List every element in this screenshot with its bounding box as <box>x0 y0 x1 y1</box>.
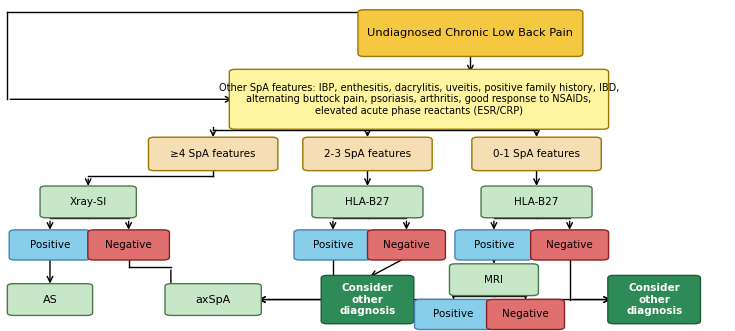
Text: HLA-B27: HLA-B27 <box>514 197 559 207</box>
FancyBboxPatch shape <box>450 264 538 296</box>
Text: HLA-B27: HLA-B27 <box>345 197 390 207</box>
Text: MRI: MRI <box>484 275 503 285</box>
FancyBboxPatch shape <box>229 69 609 129</box>
Text: Negative: Negative <box>546 240 593 250</box>
FancyBboxPatch shape <box>303 137 432 171</box>
FancyBboxPatch shape <box>321 275 414 324</box>
Text: Negative: Negative <box>383 240 430 250</box>
Text: Consider
other
diagnosis: Consider other diagnosis <box>340 283 395 316</box>
FancyBboxPatch shape <box>148 137 278 171</box>
FancyBboxPatch shape <box>415 299 492 330</box>
Text: axSpA: axSpA <box>196 295 231 305</box>
Text: Xray-SI: Xray-SI <box>70 197 107 207</box>
FancyBboxPatch shape <box>312 186 423 218</box>
Text: 0-1 SpA features: 0-1 SpA features <box>493 149 580 159</box>
Text: Positive: Positive <box>434 309 473 319</box>
FancyBboxPatch shape <box>472 137 601 171</box>
FancyBboxPatch shape <box>40 186 137 218</box>
FancyBboxPatch shape <box>87 230 169 260</box>
Text: AS: AS <box>43 295 57 305</box>
FancyBboxPatch shape <box>608 275 700 324</box>
Text: Positive: Positive <box>30 240 70 250</box>
Text: Negative: Negative <box>105 240 152 250</box>
FancyBboxPatch shape <box>358 10 583 56</box>
Text: Other SpA features: IBP, enthesitis, dacrylitis, uveitis, positive family histor: Other SpA features: IBP, enthesitis, dac… <box>219 83 619 116</box>
Text: Undiagnosed Chronic Low Back Pain: Undiagnosed Chronic Low Back Pain <box>368 28 573 38</box>
Text: Negative: Negative <box>502 309 549 319</box>
FancyBboxPatch shape <box>10 230 90 260</box>
FancyBboxPatch shape <box>294 230 372 260</box>
FancyBboxPatch shape <box>531 230 609 260</box>
FancyBboxPatch shape <box>165 284 261 315</box>
Text: Positive: Positive <box>474 240 514 250</box>
FancyBboxPatch shape <box>7 284 93 315</box>
Text: 2-3 SpA features: 2-3 SpA features <box>324 149 411 159</box>
FancyBboxPatch shape <box>455 230 533 260</box>
FancyBboxPatch shape <box>368 230 445 260</box>
Text: Positive: Positive <box>313 240 353 250</box>
FancyBboxPatch shape <box>487 299 564 330</box>
Text: Consider
other
diagnosis: Consider other diagnosis <box>626 283 682 316</box>
FancyBboxPatch shape <box>481 186 592 218</box>
Text: ≥4 SpA features: ≥4 SpA features <box>171 149 256 159</box>
